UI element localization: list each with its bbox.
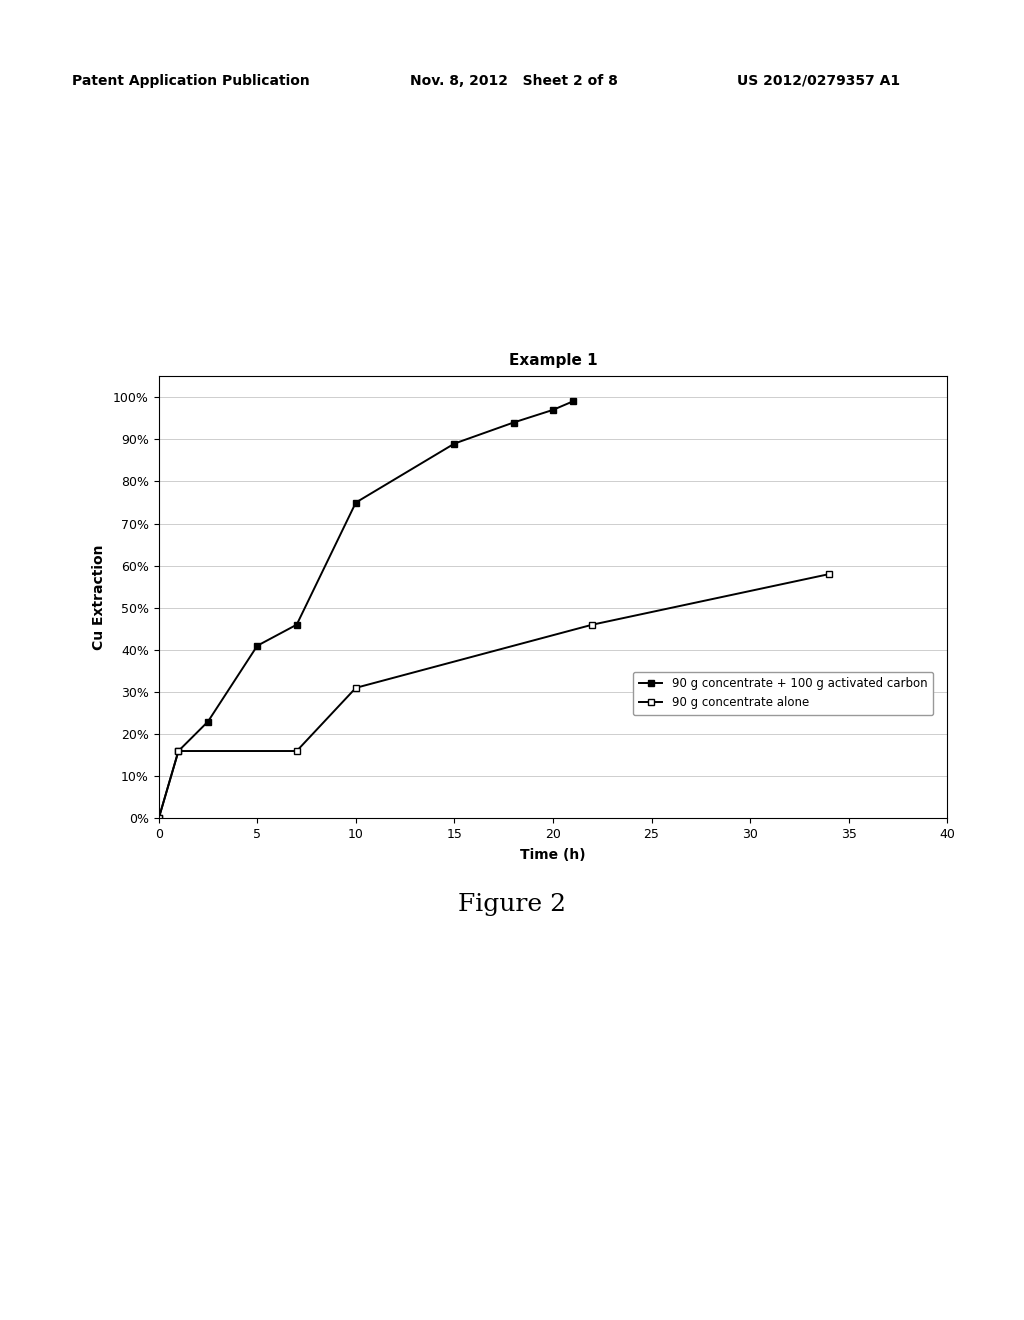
90 g concentrate alone (153, 810, 165, 826)
Text: Figure 2: Figure 2 (458, 892, 566, 916)
90 g concentrate + 100 g activated carbon (202, 714, 214, 730)
90 g concentrate alone (291, 743, 303, 759)
Line: 90 g concentrate + 100 g activated carbon: 90 g concentrate + 100 g activated carbo… (156, 399, 577, 822)
Text: Patent Application Publication: Patent Application Publication (72, 74, 309, 88)
Text: US 2012/0279357 A1: US 2012/0279357 A1 (737, 74, 900, 88)
90 g concentrate alone (172, 743, 184, 759)
Text: Nov. 8, 2012   Sheet 2 of 8: Nov. 8, 2012 Sheet 2 of 8 (410, 74, 617, 88)
90 g concentrate alone (350, 680, 362, 696)
Line: 90 g concentrate alone: 90 g concentrate alone (156, 570, 833, 822)
Legend: 90 g concentrate + 100 g activated carbon, 90 g concentrate alone: 90 g concentrate + 100 g activated carbo… (633, 672, 934, 715)
90 g concentrate + 100 g activated carbon (547, 403, 559, 418)
X-axis label: Time (h): Time (h) (520, 847, 586, 862)
Title: Example 1: Example 1 (509, 352, 597, 368)
90 g concentrate + 100 g activated carbon (251, 638, 263, 653)
90 g concentrate + 100 g activated carbon (172, 743, 184, 759)
90 g concentrate + 100 g activated carbon (291, 616, 303, 632)
90 g concentrate alone (823, 566, 836, 582)
90 g concentrate alone (587, 616, 599, 632)
90 g concentrate + 100 g activated carbon (350, 495, 362, 511)
90 g concentrate + 100 g activated carbon (449, 436, 461, 451)
Y-axis label: Cu Extraction: Cu Extraction (92, 545, 106, 649)
90 g concentrate + 100 g activated carbon (566, 393, 579, 409)
90 g concentrate + 100 g activated carbon (153, 810, 165, 826)
90 g concentrate + 100 g activated carbon (508, 414, 520, 430)
